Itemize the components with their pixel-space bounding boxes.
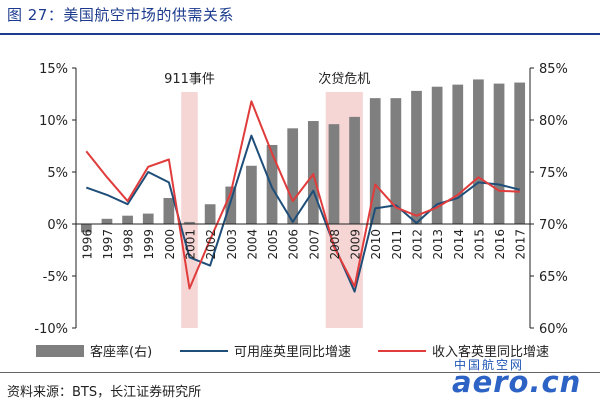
bar-2005 xyxy=(266,144,278,224)
bar-2008 xyxy=(328,124,340,224)
bar-2006 xyxy=(287,128,299,224)
lines xyxy=(85,100,520,293)
category-label-2004: 2004 xyxy=(245,229,259,260)
bar-1998 xyxy=(122,215,133,224)
category-label-2012: 2012 xyxy=(411,229,425,260)
bars xyxy=(80,79,526,233)
category-label-2016: 2016 xyxy=(493,229,507,260)
title-divider xyxy=(0,33,600,35)
category-label-2002: 2002 xyxy=(204,229,218,260)
legend-bar-swatch xyxy=(36,345,84,357)
watermark-chinese: 中国航空网 xyxy=(454,358,525,372)
category-label-1997: 1997 xyxy=(101,229,115,260)
bar-2017 xyxy=(514,82,526,224)
right-tick-label-2: 75% xyxy=(539,166,568,181)
bar-2011 xyxy=(390,98,402,224)
right-tick-label-1: 80% xyxy=(539,114,568,129)
category-label-2000: 2000 xyxy=(163,229,177,260)
category-label-1998: 1998 xyxy=(122,229,136,260)
bar-2014 xyxy=(452,84,464,224)
line-series-2 xyxy=(85,100,520,290)
bar-2000 xyxy=(163,198,175,224)
source-divider xyxy=(0,372,600,373)
category-label-2007: 2007 xyxy=(307,229,321,260)
legend-line-2-label: 收入客英里同比增速 xyxy=(432,344,549,360)
category-label-2014: 2014 xyxy=(452,229,466,260)
watermark-latin: aero.cn xyxy=(452,365,582,399)
bar-2010 xyxy=(369,98,381,224)
category-label-2009: 2009 xyxy=(349,229,363,260)
category-label-2008: 2008 xyxy=(328,229,342,260)
axes xyxy=(72,67,534,329)
bar-2009 xyxy=(349,116,360,224)
category-label-2003: 2003 xyxy=(225,229,239,260)
category-label-2001: 2001 xyxy=(184,229,198,260)
right-tick-label-3: 70% xyxy=(539,218,568,233)
category-label-1999: 1999 xyxy=(142,229,156,260)
category-label-2011: 2011 xyxy=(390,229,404,260)
right-tick-label-0: 85% xyxy=(539,62,568,77)
right-tick-label-5: 60% xyxy=(539,322,568,337)
left-tick-label-1: 10% xyxy=(39,114,68,129)
bar-1997 xyxy=(101,218,113,224)
bar-2004 xyxy=(246,165,257,224)
bar-1996 xyxy=(80,224,92,233)
bar-2007 xyxy=(307,121,319,224)
chart-text: 911事件 次贷危机 15% 10% 5% 0% -5% -10% 85% 80% 75% 70% 65… xyxy=(34,62,568,337)
category-label-2010: 2010 xyxy=(369,229,383,260)
legend-line-1-label: 可用座英里同比增速 xyxy=(234,345,351,360)
annotation-label-0: 911事件 xyxy=(164,72,215,87)
bar-2015 xyxy=(473,79,484,224)
bar-2012 xyxy=(411,90,422,224)
bar-2002 xyxy=(204,204,216,224)
category-label-2006: 2006 xyxy=(287,229,301,260)
category-label-1996: 1996 xyxy=(80,229,94,260)
left-tick-label-3: 0% xyxy=(47,218,68,233)
figure-title: 图 27：美国航空市场的供需关系 xyxy=(7,6,234,24)
chart: 911事件 次贷危机 15% 10% 5% 0% -5% -10% 85% 80% 75% 70% 65… xyxy=(34,62,568,360)
bar-2013 xyxy=(431,86,443,224)
category-label-2013: 2013 xyxy=(431,229,445,260)
category-label-2015: 2015 xyxy=(472,229,486,260)
category-label-2005: 2005 xyxy=(266,229,280,260)
event-shade-0 xyxy=(181,92,198,328)
left-tick-label-4: -5% xyxy=(43,270,68,285)
legend-bar-label: 客座率(右) xyxy=(90,344,152,360)
left-tick-label-5: -10% xyxy=(34,322,68,337)
left-tick-label-2: 5% xyxy=(47,166,68,181)
bar-1999 xyxy=(142,213,154,224)
bar-2016 xyxy=(493,83,505,224)
category-label-2017: 2017 xyxy=(514,229,528,260)
legend: 客座率(右) 可用座英里同比增速 收入客英里同比增速 xyxy=(36,344,549,360)
source-note: 资料来源：BTS，长江证券研究所 xyxy=(7,385,202,400)
bar-2001 xyxy=(184,221,195,224)
annotation-label-1: 次贷危机 xyxy=(318,71,370,87)
right-tick-label-4: 65% xyxy=(539,270,568,285)
bar-2003 xyxy=(225,186,237,224)
watermark-logo: 中国航空网 aero.cn xyxy=(452,356,594,408)
left-tick-label-0: 15% xyxy=(39,62,68,77)
